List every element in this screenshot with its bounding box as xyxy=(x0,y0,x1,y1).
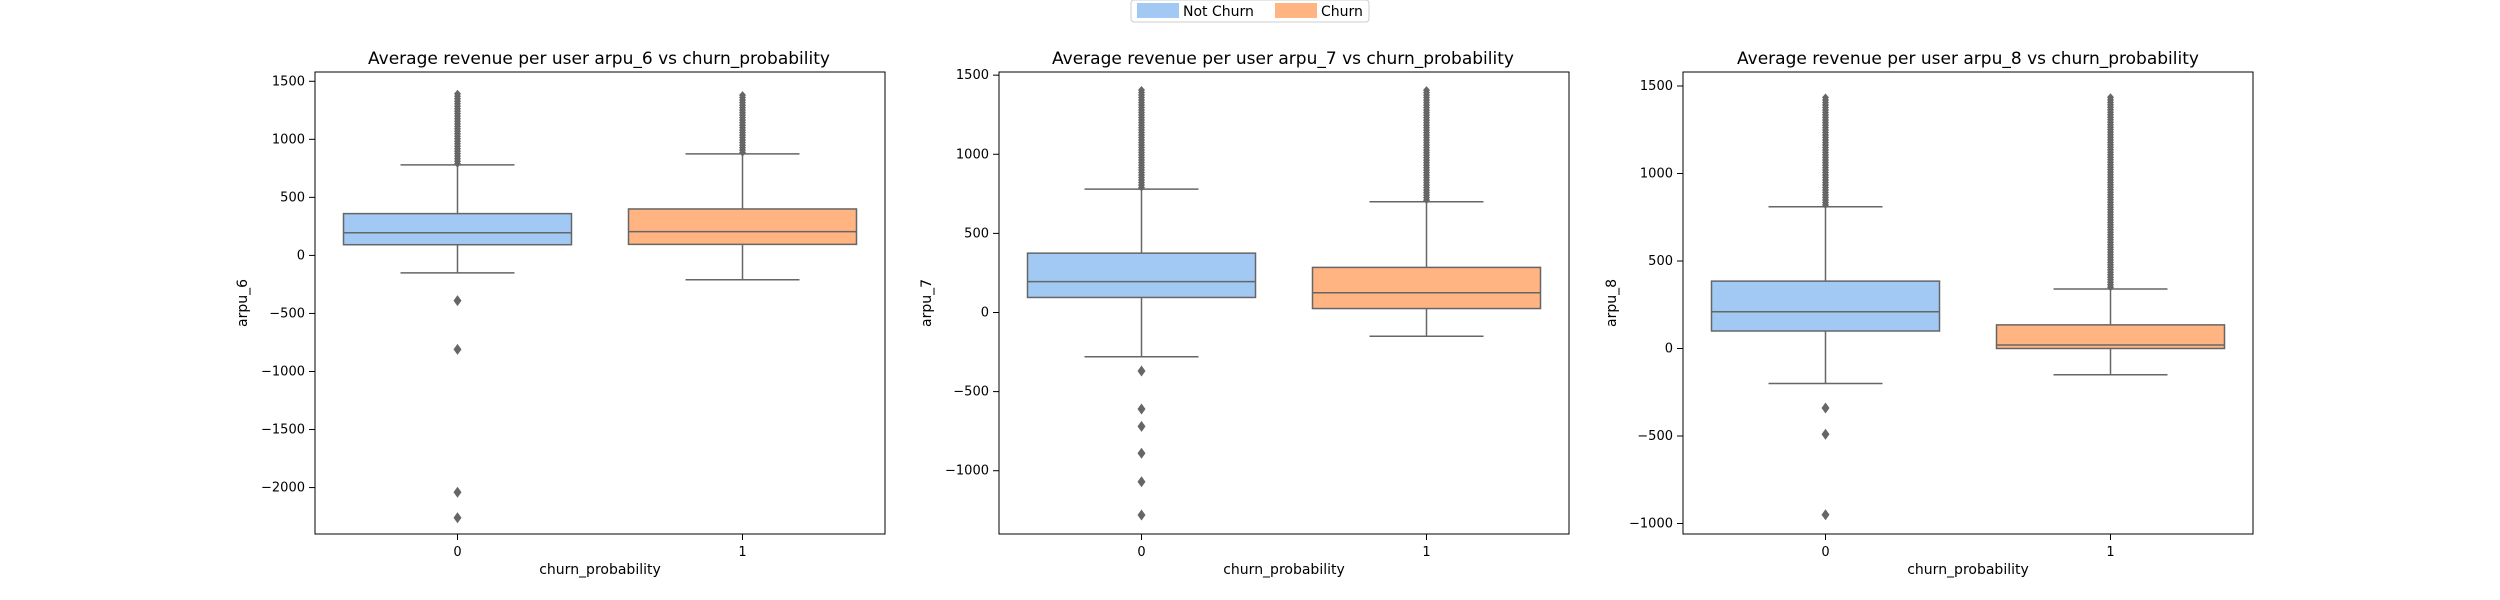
outlier-point xyxy=(1821,428,1830,440)
y-tick-label-arpu-8: 1000 xyxy=(1640,167,1673,182)
legend-swatch-churn xyxy=(1275,3,1317,18)
y-axis-label-arpu-7: arpu_7 xyxy=(919,279,935,327)
outlier-point xyxy=(1423,86,1430,95)
box-arpu-6-1 xyxy=(627,91,858,281)
axes-frame-arpu-7 xyxy=(998,71,1570,535)
outlier-point xyxy=(1137,365,1146,377)
iqr-box xyxy=(627,208,858,246)
axes-frame-arpu-8 xyxy=(1682,71,2254,535)
y-tick-label-arpu-6: −500 xyxy=(269,306,305,321)
panel-title-arpu-8: Average revenue per user arpu_8 vs churn… xyxy=(1737,49,2199,69)
outlier-point xyxy=(1137,420,1146,432)
y-tick-label-arpu-8: 0 xyxy=(1665,342,1673,357)
outlier-point xyxy=(454,89,461,98)
plot-area-arpu-7: 1500 1000 500 0 −500 −1000 0 1 xyxy=(945,68,1570,560)
y-tick-label-arpu-8: 1500 xyxy=(1640,79,1673,94)
box-arpu-6-0 xyxy=(342,89,573,524)
y-tick-label-arpu-6: 500 xyxy=(280,190,305,205)
panel-arpu-6: Average revenue per user arpu_6 vs churn… xyxy=(235,49,886,578)
outlier-point xyxy=(1138,86,1145,94)
y-tick-label-arpu-7: 1000 xyxy=(956,147,989,162)
x-tick-label-arpu-7: 0 xyxy=(1137,545,1145,560)
y-tick-label-arpu-7: −500 xyxy=(953,385,989,400)
outlier-point xyxy=(1821,509,1830,521)
iqr-box xyxy=(1026,252,1257,299)
y-tick-label-arpu-6: −1500 xyxy=(261,423,305,438)
outlier-point xyxy=(453,295,462,307)
outlier-point xyxy=(2107,93,2114,102)
y-tick-label-arpu-7: −1000 xyxy=(945,464,989,479)
outlier-point xyxy=(1137,509,1146,521)
outlier-point xyxy=(453,512,462,524)
x-tick-label-arpu-6: 0 xyxy=(453,545,461,560)
axes-frame-arpu-6 xyxy=(314,71,886,535)
iqr-box xyxy=(1311,266,1542,310)
outlier-point xyxy=(1821,402,1830,414)
y-tick-label-arpu-8: −500 xyxy=(1637,429,1673,444)
x-axis-label-arpu-7: churn_probability xyxy=(1223,562,1345,578)
y-tick-label-arpu-6: −2000 xyxy=(261,481,305,496)
legend-swatch-not-churn xyxy=(1137,3,1179,18)
y-tick-label-arpu-8: −1000 xyxy=(1629,517,1673,532)
outlier-point xyxy=(1822,93,1829,102)
legend: Not Churn Churn xyxy=(1130,0,1370,23)
box-arpu-8-0 xyxy=(1710,93,1941,521)
outlier-point xyxy=(1137,476,1146,488)
iqr-box xyxy=(1710,280,1941,332)
y-tick-label-arpu-6: 1000 xyxy=(272,132,305,147)
x-axis-label-arpu-8: churn_probability xyxy=(1907,562,2029,578)
outlier-point xyxy=(453,343,462,355)
iqr-box xyxy=(342,212,573,246)
y-axis-label-arpu-6: arpu_6 xyxy=(235,279,251,327)
plot-area-arpu-8: 1500 1000 500 0 −500 −1000 0 1 xyxy=(1629,71,2254,560)
legend-label-churn: Churn xyxy=(1321,4,1363,20)
panel-title-arpu-7: Average revenue per user arpu_7 vs churn… xyxy=(1052,49,1514,69)
x-tick-label-arpu-8: 1 xyxy=(2106,545,2114,560)
panel-arpu-7: Average revenue per user arpu_7 vs churn… xyxy=(919,49,1570,578)
y-tick-label-arpu-7: 500 xyxy=(964,226,989,241)
outlier-point xyxy=(1137,447,1146,459)
outlier-point xyxy=(739,91,746,100)
x-tick-label-arpu-7: 1 xyxy=(1422,545,1430,560)
box-arpu-7-1 xyxy=(1311,86,1542,337)
panel-arpu-8: Average revenue per user arpu_8 vs churn… xyxy=(1604,49,2254,578)
legend-label-not-churn: Not Churn xyxy=(1183,4,1254,20)
x-axis-label-arpu-6: churn_probability xyxy=(539,562,661,578)
box-arpu-7-0 xyxy=(1026,86,1257,521)
x-tick-label-arpu-8: 0 xyxy=(1821,545,1829,560)
outlier-point xyxy=(453,486,462,498)
x-tick-label-arpu-6: 1 xyxy=(738,545,746,560)
panel-title-arpu-6: Average revenue per user arpu_6 vs churn… xyxy=(368,49,830,69)
y-tick-label-arpu-6: 1500 xyxy=(272,74,305,89)
box-arpu-8-1 xyxy=(1995,93,2226,376)
y-tick-label-arpu-7: 0 xyxy=(981,305,989,320)
iqr-box xyxy=(1995,324,2226,350)
y-tick-label-arpu-7: 1500 xyxy=(956,68,989,83)
y-tick-label-arpu-6: 0 xyxy=(297,248,305,263)
outlier-point xyxy=(1137,403,1146,415)
plot-area-arpu-6: 1500 1000 500 0 −500 −1000 −1500 −2000 0 1 xyxy=(261,71,886,560)
y-tick-label-arpu-8: 500 xyxy=(1648,254,1673,269)
y-axis-label-arpu-8: arpu_8 xyxy=(1604,279,1620,327)
y-tick-label-arpu-6: −1000 xyxy=(261,364,305,379)
